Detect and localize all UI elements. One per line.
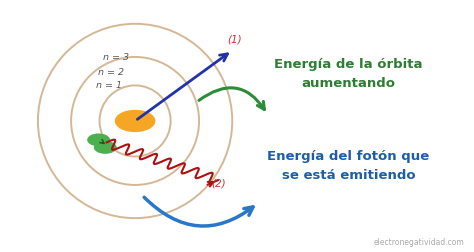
Text: (1): (1): [228, 34, 242, 44]
Text: (2): (2): [211, 179, 225, 189]
FancyArrowPatch shape: [144, 197, 253, 226]
Circle shape: [88, 134, 109, 146]
Circle shape: [94, 142, 116, 153]
FancyArrowPatch shape: [199, 88, 264, 109]
Text: aumentando: aumentando: [301, 77, 395, 90]
Text: electronegatividad.com: electronegatividad.com: [374, 238, 465, 247]
Text: Energía de la órbita: Energía de la órbita: [274, 58, 423, 71]
Text: se está emitiendo: se está emitiendo: [282, 169, 415, 182]
Text: n = 3: n = 3: [103, 53, 129, 62]
Text: Energía del fotón que: Energía del fotón que: [267, 150, 429, 163]
Circle shape: [116, 111, 155, 131]
Text: n = 2: n = 2: [99, 69, 124, 77]
Text: n = 1: n = 1: [96, 81, 122, 90]
